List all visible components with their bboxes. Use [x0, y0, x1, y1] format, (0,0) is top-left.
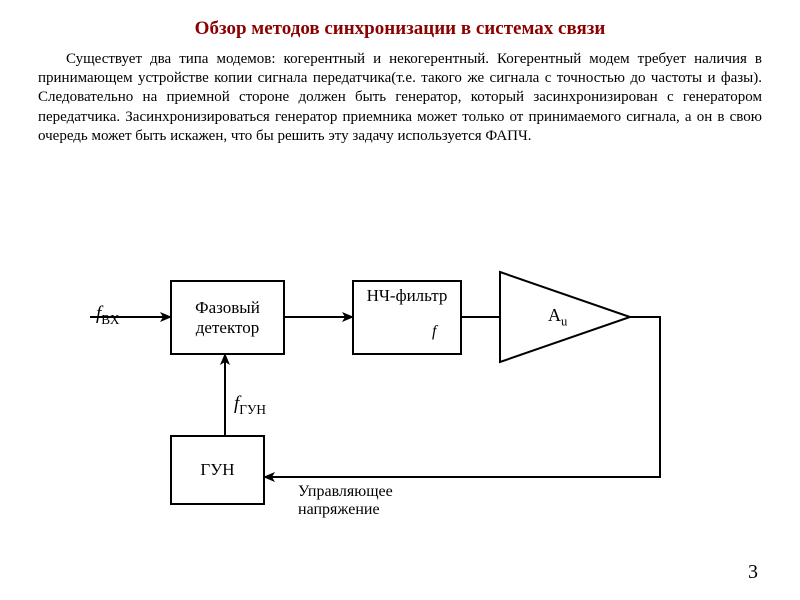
page-title: Обзор методов синхронизации в системах с…: [0, 0, 800, 50]
vco-block: ГУН: [170, 435, 265, 505]
phase-detector-block: Фазовыйдетектор: [170, 280, 285, 355]
page-number: 3: [748, 561, 758, 584]
f-in-label: fВХ: [96, 303, 119, 328]
pll-diagram: Фазовыйдетектор НЧ-фильтр ГУН Au fВХ fГУ…: [0, 245, 800, 565]
amp-to-vco: [265, 317, 660, 477]
amplifier-label: Au: [548, 305, 567, 330]
lp-filter-f-label: f: [432, 323, 436, 341]
lp-filter-block: НЧ-фильтр: [352, 280, 462, 355]
f-vco-label: fГУН: [234, 393, 266, 418]
control-voltage-label: Управляющеенапряжение: [298, 483, 393, 519]
body-paragraph: Существует два типа модемов: когерентный…: [0, 50, 800, 146]
